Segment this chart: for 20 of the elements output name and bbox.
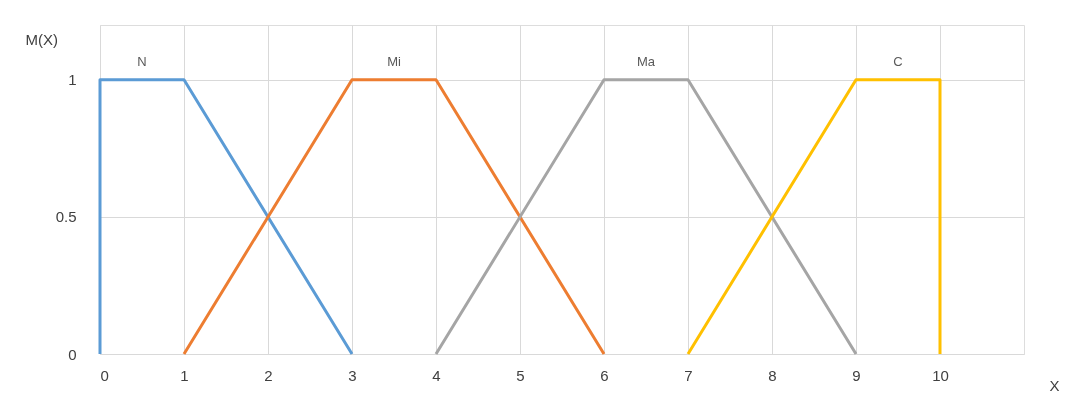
x-tick-label: 0 [100, 366, 109, 384]
x-tick-label: 9 [852, 366, 861, 384]
series-label: C [893, 53, 903, 69]
x-tick-label: 5 [516, 366, 525, 384]
series-label: Ma [636, 53, 656, 69]
x-tick-label: 7 [684, 366, 693, 384]
x-tick-label: 8 [768, 366, 777, 384]
series-label: N [137, 53, 147, 69]
x-axis-title: X [1049, 376, 1060, 394]
y-axis-title: M(X) [25, 30, 58, 48]
x-tick-label: 1 [180, 366, 189, 384]
x-tick-label: 4 [432, 366, 441, 384]
x-tick-label: 10 [932, 366, 949, 384]
y-tick-label: 1 [68, 71, 77, 89]
x-tick-label: 2 [264, 366, 273, 384]
y-tick-label: 0.5 [55, 208, 77, 226]
x-tick-label: 3 [348, 366, 357, 384]
series-label: Mi [387, 53, 401, 69]
y-tick-label: 0 [68, 345, 77, 363]
x-tick-label: 6 [600, 366, 609, 384]
